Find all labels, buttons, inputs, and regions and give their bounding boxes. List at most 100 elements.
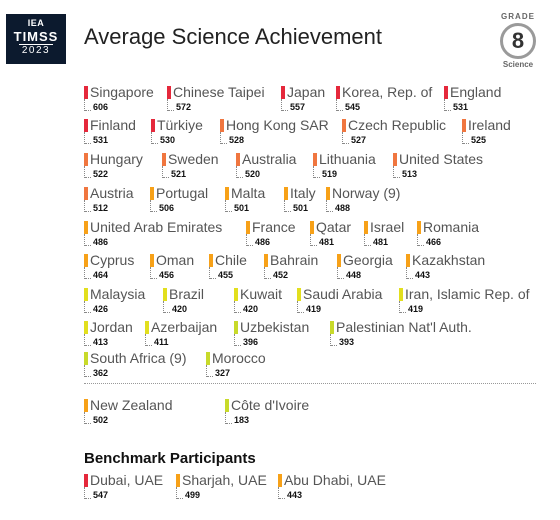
score-color-bar bbox=[281, 86, 285, 99]
score-color-bar bbox=[225, 187, 229, 200]
country-score: 420 bbox=[234, 301, 258, 314]
score-color-bar bbox=[406, 254, 410, 267]
score-color-bar bbox=[150, 254, 154, 267]
country-score: 527 bbox=[342, 132, 366, 145]
score-color-bar bbox=[84, 221, 88, 234]
score-color-bar bbox=[150, 187, 154, 200]
benchmark-title: Benchmark Participants bbox=[84, 450, 256, 467]
country-name: Malaysia bbox=[90, 286, 146, 302]
country-name: Cyprus bbox=[90, 252, 135, 268]
country-name: Brazil bbox=[169, 286, 205, 302]
country-name: Jordan bbox=[90, 319, 133, 335]
country-score: 528 bbox=[220, 132, 244, 145]
country-name: Singapore bbox=[90, 84, 154, 100]
country-score: 522 bbox=[84, 166, 108, 179]
score-color-bar bbox=[313, 153, 317, 166]
score-color-bar bbox=[342, 119, 346, 132]
country-score: 486 bbox=[246, 234, 270, 247]
country-score: 362 bbox=[84, 365, 108, 378]
country-score: 531 bbox=[444, 99, 468, 112]
country-score: 513 bbox=[393, 166, 417, 179]
score-color-bar bbox=[163, 288, 167, 301]
country-name: Israel bbox=[370, 219, 405, 235]
country-score: 519 bbox=[313, 166, 337, 179]
country-name: Chile bbox=[215, 252, 247, 268]
country-name: Kuwait bbox=[240, 286, 283, 302]
country-name: Korea, Rep. of bbox=[342, 84, 433, 100]
country-name: Portugal bbox=[156, 185, 209, 201]
country-name: Chinese Taipei bbox=[173, 84, 265, 100]
score-color-bar bbox=[84, 254, 88, 267]
score-color-bar bbox=[220, 119, 224, 132]
grade-badge: GRADE 8 Science bbox=[492, 12, 544, 69]
logo-timss-text: TIMSS bbox=[13, 29, 59, 44]
score-color-bar bbox=[264, 254, 268, 267]
score-color-bar bbox=[162, 153, 166, 166]
country-score: 443 bbox=[406, 267, 430, 280]
country-name: Oman bbox=[156, 252, 195, 268]
country-score: 327 bbox=[206, 365, 230, 378]
country-score: 520 bbox=[236, 166, 260, 179]
country-name: Hungary bbox=[90, 151, 143, 167]
country-name: Georgia bbox=[343, 252, 393, 268]
country-name: France bbox=[252, 219, 296, 235]
country-score: 501 bbox=[225, 200, 249, 213]
country-score: 557 bbox=[281, 99, 305, 112]
score-color-bar bbox=[176, 474, 180, 487]
country-score: 501 bbox=[284, 200, 308, 213]
score-color-bar bbox=[284, 187, 288, 200]
score-color-bar bbox=[399, 288, 403, 301]
country-score: 455 bbox=[209, 267, 233, 280]
country-name: Romania bbox=[423, 219, 480, 235]
country-score: 464 bbox=[84, 267, 108, 280]
country-name: Azerbaijan bbox=[151, 319, 218, 335]
score-color-bar bbox=[84, 86, 88, 99]
country-score: 481 bbox=[364, 234, 388, 247]
country-score: 413 bbox=[84, 334, 108, 347]
iea-timss-logo: IEA TIMSS 2023 bbox=[6, 14, 66, 64]
score-color-bar bbox=[84, 187, 88, 200]
score-color-bar bbox=[84, 474, 88, 487]
score-color-bar bbox=[84, 321, 88, 334]
country-score: 531 bbox=[84, 132, 108, 145]
country-name: Norway (9) bbox=[332, 185, 401, 201]
score-color-bar bbox=[336, 86, 340, 99]
country-name: Türkiye bbox=[157, 117, 203, 133]
country-score: 521 bbox=[162, 166, 186, 179]
country-name: Czech Republic bbox=[348, 117, 447, 133]
country-score: 396 bbox=[234, 334, 258, 347]
score-color-bar bbox=[206, 352, 210, 365]
country-name: England bbox=[450, 84, 502, 100]
score-color-bar bbox=[364, 221, 368, 234]
page-title: Average Science Achievement bbox=[84, 24, 382, 49]
country-name: Malta bbox=[231, 185, 266, 201]
country-name: Austria bbox=[90, 185, 134, 201]
country-score: 466 bbox=[417, 234, 441, 247]
country-score: 452 bbox=[264, 267, 288, 280]
score-color-bar bbox=[246, 221, 250, 234]
score-color-bar bbox=[209, 254, 213, 267]
score-color-bar bbox=[393, 153, 397, 166]
country-score: 419 bbox=[297, 301, 321, 314]
country-score: 572 bbox=[167, 99, 191, 112]
country-name: Japan bbox=[287, 84, 326, 100]
score-color-bar bbox=[84, 119, 88, 132]
logo-year-text: 2023 bbox=[18, 44, 54, 56]
country-score: 411 bbox=[145, 334, 169, 347]
score-color-bar bbox=[444, 86, 448, 99]
country-name: Qatar bbox=[316, 219, 352, 235]
benchmark-name: Abu Dhabi, UAE bbox=[284, 472, 386, 488]
country-name: Sweden bbox=[168, 151, 219, 167]
score-color-bar bbox=[84, 153, 88, 166]
country-name: Bahrain bbox=[270, 252, 319, 268]
benchmark-score: 443 bbox=[278, 487, 302, 500]
country-score: 488 bbox=[326, 200, 350, 213]
country-score: 393 bbox=[330, 334, 354, 347]
country-score: 183 bbox=[225, 412, 249, 425]
score-color-bar bbox=[337, 254, 341, 267]
country-name: Côte d'Ivoire bbox=[231, 397, 310, 413]
score-color-bar bbox=[234, 321, 238, 334]
grade-subject: Science bbox=[502, 60, 534, 69]
country-score: 426 bbox=[84, 301, 108, 314]
country-score: 512 bbox=[84, 200, 108, 213]
